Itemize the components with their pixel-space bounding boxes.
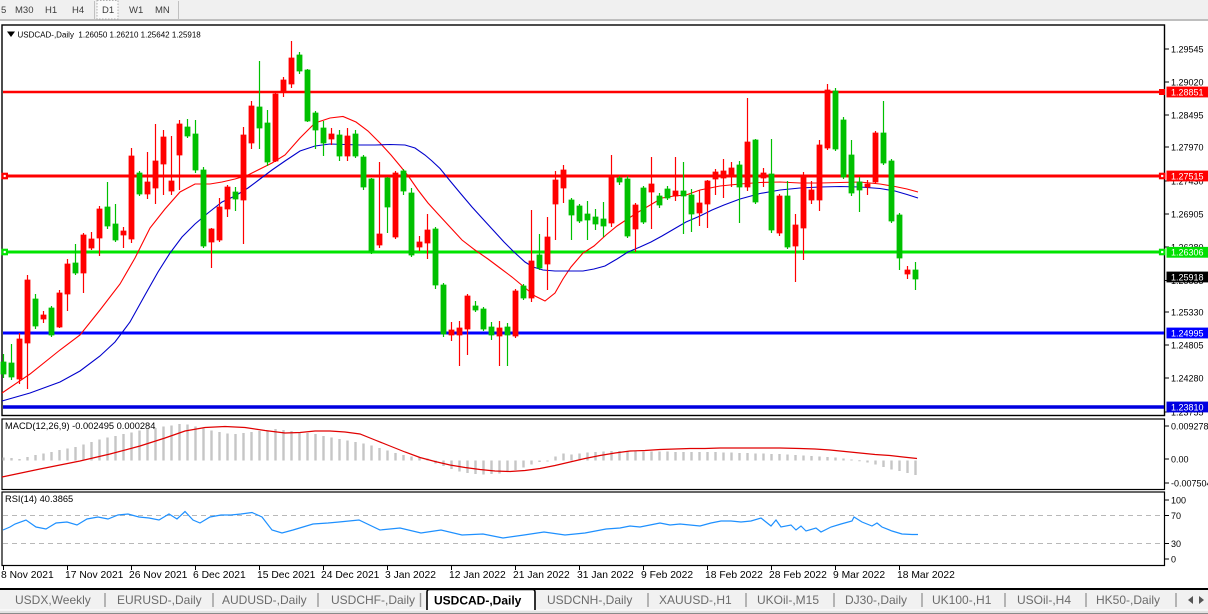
- svg-text:RSI(14) 40.3865: RSI(14) 40.3865: [5, 494, 73, 504]
- svg-text:UK100-,H1: UK100-,H1: [932, 593, 992, 607]
- svg-text:1.23810: 1.23810: [1171, 402, 1204, 412]
- svg-text:USDCNH-,Daily: USDCNH-,Daily: [547, 593, 632, 607]
- svg-text:30: 30: [1171, 539, 1181, 549]
- svg-text:1.27430: 1.27430: [1171, 177, 1204, 187]
- svg-text:70: 70: [1171, 511, 1181, 521]
- svg-text:USDX,Weekly: USDX,Weekly: [15, 593, 91, 607]
- svg-text:1.27970: 1.27970: [1171, 143, 1204, 153]
- svg-text:1.29545: 1.29545: [1171, 45, 1204, 55]
- svg-text:28 Feb 2022: 28 Feb 2022: [769, 570, 827, 581]
- svg-text:100: 100: [1171, 496, 1186, 506]
- svg-text:EURUSD-,Daily: EURUSD-,Daily: [117, 593, 202, 607]
- svg-text:31 Jan 2022: 31 Jan 2022: [577, 570, 634, 581]
- svg-text:21 Jan 2022: 21 Jan 2022: [513, 570, 570, 581]
- svg-text:1.28851: 1.28851: [1171, 87, 1204, 97]
- svg-text:1.26306: 1.26306: [1171, 248, 1204, 258]
- svg-text:6 Dec 2021: 6 Dec 2021: [193, 570, 246, 581]
- svg-text:USDCAD-,Daily: USDCAD-,Daily: [434, 594, 522, 608]
- svg-text:1.29020: 1.29020: [1171, 78, 1204, 88]
- svg-text:1.26905: 1.26905: [1171, 210, 1204, 220]
- svg-text:H4: H4: [72, 5, 84, 16]
- svg-text:1.25918: 1.25918: [1171, 272, 1204, 282]
- svg-text:MN: MN: [155, 5, 170, 16]
- svg-text:1.24280: 1.24280: [1171, 374, 1204, 384]
- svg-text:DJ30-,Daily: DJ30-,Daily: [845, 593, 907, 607]
- svg-text:D1: D1: [102, 5, 114, 16]
- svg-text:3 Jan 2022: 3 Jan 2022: [385, 570, 436, 581]
- svg-text:HK50-,Daily: HK50-,Daily: [1096, 593, 1160, 607]
- svg-text:XAUUSD-,H1: XAUUSD-,H1: [659, 593, 732, 607]
- svg-text:AUDUSD-,Daily: AUDUSD-,Daily: [222, 593, 307, 607]
- svg-text:24 Dec 2021: 24 Dec 2021: [321, 570, 380, 581]
- svg-text:1.27515: 1.27515: [1171, 171, 1204, 181]
- svg-text:1.24995: 1.24995: [1171, 328, 1204, 338]
- svg-text:USDCHF-,Daily: USDCHF-,Daily: [331, 593, 415, 607]
- svg-text:9 Mar 2022: 9 Mar 2022: [833, 570, 885, 581]
- svg-text:UKOil-,M15: UKOil-,M15: [757, 593, 819, 607]
- svg-text:0.00: 0.00: [1171, 455, 1189, 465]
- svg-text:USOil-,H4: USOil-,H4: [1017, 593, 1071, 607]
- svg-text:26 Nov 2021: 26 Nov 2021: [129, 570, 188, 581]
- svg-text:W1: W1: [129, 5, 143, 16]
- svg-text:-0.007504: -0.007504: [1171, 479, 1208, 489]
- svg-text:0: 0: [1171, 555, 1176, 565]
- svg-text:1.28495: 1.28495: [1171, 111, 1204, 121]
- svg-text:USDCAD-,Daily 1.26050 1.26210: USDCAD-,Daily 1.26050 1.26210 1.25642 1.…: [18, 31, 202, 40]
- svg-text:M30: M30: [15, 5, 33, 16]
- svg-text:MACD(12,26,9) -0.002495 0.0002: MACD(12,26,9) -0.002495 0.000284: [5, 421, 155, 431]
- svg-text:1.23755: 1.23755: [1171, 408, 1204, 418]
- svg-text:12 Jan 2022: 12 Jan 2022: [449, 570, 506, 581]
- svg-text:5: 5: [1, 5, 6, 16]
- svg-text:1.24805: 1.24805: [1171, 341, 1204, 351]
- svg-text:8 Nov 2021: 8 Nov 2021: [1, 570, 54, 581]
- svg-text:9 Feb 2022: 9 Feb 2022: [641, 570, 693, 581]
- svg-text:15 Dec 2021: 15 Dec 2021: [257, 570, 316, 581]
- svg-text:17 Nov 2021: 17 Nov 2021: [65, 570, 124, 581]
- svg-text:H1: H1: [45, 5, 57, 16]
- svg-text:18 Mar 2022: 18 Mar 2022: [897, 570, 955, 581]
- svg-text:18 Feb 2022: 18 Feb 2022: [705, 570, 763, 581]
- svg-text:0.009278: 0.009278: [1171, 422, 1208, 432]
- svg-text:1.25330: 1.25330: [1171, 308, 1204, 318]
